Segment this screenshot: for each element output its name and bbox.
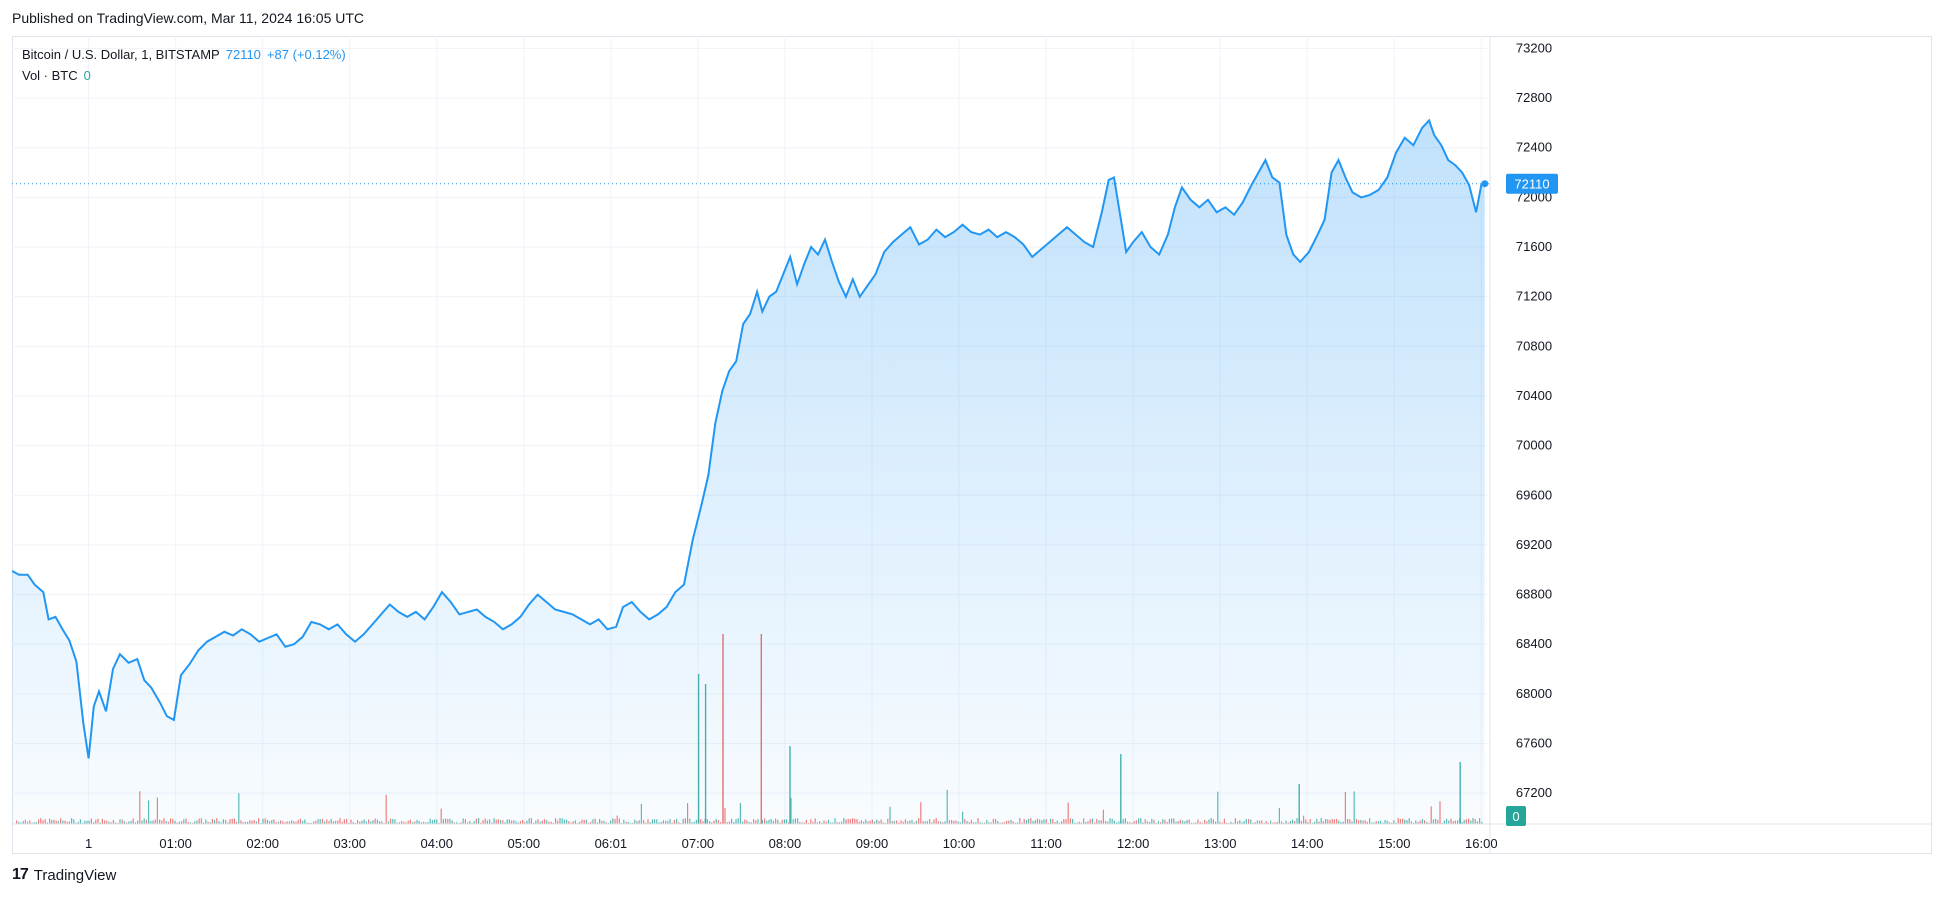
price-tick-label: 69200 <box>1516 537 1552 552</box>
time-tick-label: 08:00 <box>769 836 802 851</box>
time-tick-label: 03:00 <box>333 836 366 851</box>
price-line <box>12 118 1486 759</box>
last-price-text: 72110 <box>1514 177 1549 192</box>
time-tick-label: 07:00 <box>682 836 715 851</box>
time-axis[interactable]: 1 01:00 02:00 03:00 04:00 05:00 06:01 07:00 08:0… <box>85 836 1498 851</box>
last-volume-text: 0 <box>1512 809 1519 824</box>
volume-value: 0 <box>83 68 91 83</box>
legend-change: +87 (+0.12%) <box>266 47 346 62</box>
time-tick-label: 15:00 <box>1378 836 1411 851</box>
time-tick-label: 09:00 <box>856 836 889 851</box>
time-tick-label: 11:00 <box>1030 836 1062 851</box>
time-tick-label: 02:00 <box>246 836 279 851</box>
time-tick-label: 06:01 <box>595 836 628 851</box>
tradingview-brand[interactable]: 17 TradingView <box>12 866 116 884</box>
time-tick-label: 12:00 <box>1117 836 1150 851</box>
time-tick-label: 13:00 <box>1204 836 1237 851</box>
price-area-fill <box>12 120 1485 824</box>
price-tick-label: 70400 <box>1516 388 1552 403</box>
price-tick-label: 70800 <box>1516 338 1552 353</box>
time-tick-label: 05:00 <box>508 836 541 851</box>
time-tick-label: 01:00 <box>159 836 192 851</box>
last-price-dot <box>1481 180 1489 188</box>
time-tick-label: 04:00 <box>420 836 453 851</box>
time-tick-label: 1 <box>85 836 92 851</box>
brand-name: TradingView <box>33 866 117 884</box>
price-tick-label: 68800 <box>1516 587 1552 602</box>
last-volume-label: 0 <box>1506 806 1526 826</box>
legend-volume-row: Vol · BTC 0 <box>22 65 346 86</box>
last-price-box <box>1506 173 1558 194</box>
last-price-label: 72110 <box>1506 173 1558 194</box>
price-tick-label: 68000 <box>1516 686 1552 701</box>
price-tick-label: 67200 <box>1516 785 1552 800</box>
published-caption: Published on TradingView.com, Mar 11, 20… <box>12 10 365 26</box>
price-tick-label: 73200 <box>1516 40 1552 55</box>
price-tick-label: 69600 <box>1516 487 1552 502</box>
price-tick-label: 70000 <box>1516 438 1552 453</box>
chart-legend: Bitcoin / U.S. Dollar, 1, BITSTAMP 72110… <box>22 44 346 86</box>
volume-label[interactable]: Vol · BTC <box>22 68 78 83</box>
time-tick-label: 10:00 <box>943 836 976 851</box>
time-tick-label: 16:00 <box>1465 836 1498 851</box>
chart-frame <box>12 36 1932 854</box>
price-axis[interactable]: 67200 67600 68000 68400 68800 69200 69600 70000… <box>1516 40 1552 800</box>
price-tick-label: 68400 <box>1516 636 1552 651</box>
price-tick-label: 71600 <box>1516 239 1552 254</box>
price-tick-label: 72800 <box>1516 90 1552 105</box>
tradingview-logo-icon: 17 <box>12 866 29 883</box>
legend-price: 72110 <box>225 47 261 62</box>
price-tick-label: 71200 <box>1516 289 1552 304</box>
price-tick-label: 67600 <box>1516 736 1552 751</box>
price-tick-label: 72400 <box>1516 140 1552 155</box>
time-tick-label: 14:00 <box>1291 836 1324 851</box>
last-volume-box <box>1506 806 1526 826</box>
price-chart[interactable]: 67200 67600 68000 68400 68800 69200 69600 70000… <box>12 36 1932 854</box>
symbol-title[interactable]: Bitcoin / U.S. Dollar, 1, BITSTAMP <box>22 47 220 62</box>
legend-symbol-row: Bitcoin / U.S. Dollar, 1, BITSTAMP 72110… <box>22 44 346 65</box>
